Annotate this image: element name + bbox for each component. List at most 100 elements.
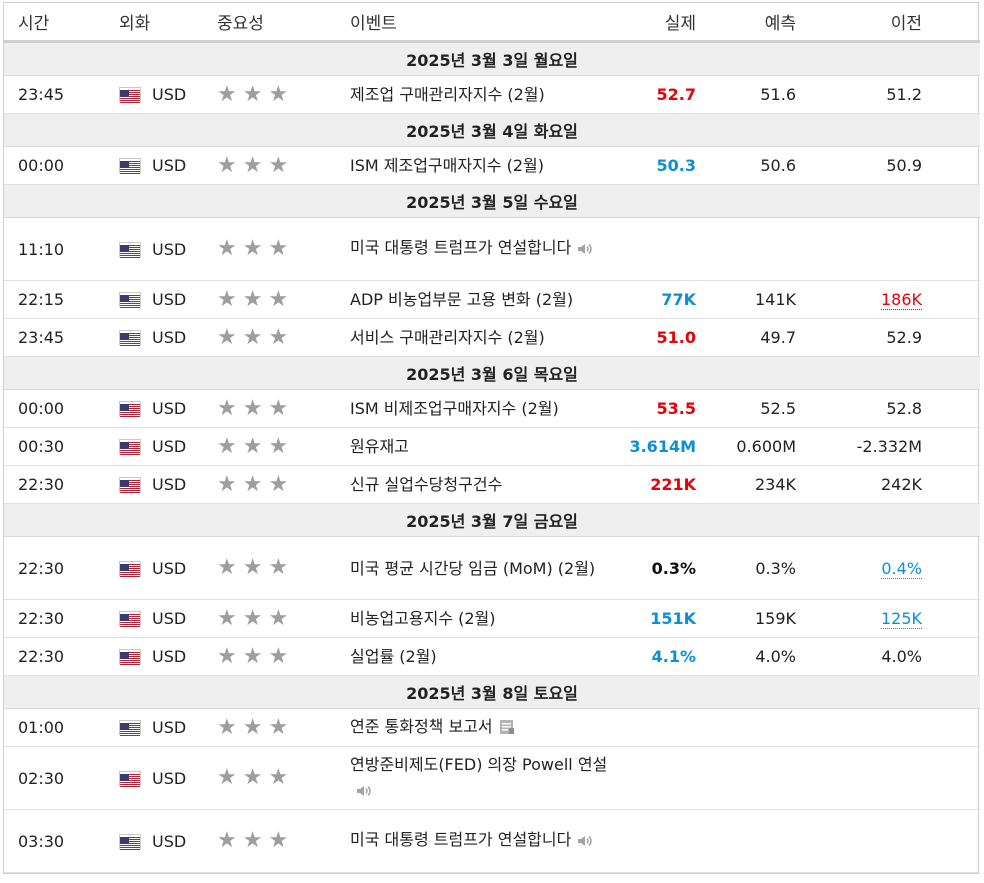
event-row[interactable]: 22:30 USD ★ ★ ★ 실업률 (2월) 4.1% 4.0% 4.0% (4, 637, 980, 676)
event-title[interactable]: 실업률 (2월) (350, 647, 437, 666)
event-time: 22:30 (4, 465, 119, 504)
event-title[interactable]: ISM 제조업구매자지수 (2월) (350, 156, 544, 175)
us-flag-icon (119, 611, 141, 627)
event-name[interactable]: 연방준비제도(FED) 의장 Powell 연설 (350, 746, 612, 810)
us-flag-icon (119, 649, 141, 665)
speaker-icon[interactable] (577, 238, 593, 263)
event-title[interactable]: 제조업 구매관리자지수 (2월) (350, 85, 545, 104)
previous-value: 51.2 (886, 85, 922, 104)
header-time[interactable]: 시간 (4, 3, 119, 43)
event-title[interactable]: 미국 평균 시간당 임금 (MoM) (2월) (350, 558, 596, 578)
event-row[interactable]: 00:30 USD ★ ★ ★ 원유재고 3.614M 0.600M -2.332M (4, 427, 980, 466)
event-title[interactable]: ADP 비농업부문 고용 변화 (2월) (350, 290, 574, 309)
event-title[interactable]: 미국 대통령 트럼프가 연설합니다 (350, 830, 572, 849)
event-actual: 50.3 (612, 146, 696, 185)
event-previous: 51.2 (796, 75, 922, 114)
us-flag-icon (119, 560, 141, 577)
date-label: 2025년 3월 8일 토요일 (4, 675, 980, 709)
event-name[interactable]: ISM 비제조업구매자지수 (2월) (350, 389, 612, 428)
row-spacer (922, 536, 980, 600)
event-previous (796, 746, 922, 810)
event-name[interactable]: 원유재고 (350, 427, 612, 466)
event-name[interactable]: 미국 평균 시간당 임금 (MoM) (2월) (350, 536, 612, 600)
header-previous[interactable]: 이전 (796, 3, 922, 43)
forecast-value: 0.600M (736, 437, 796, 456)
event-title[interactable]: 서비스 구매관리자지수 (2월) (350, 328, 545, 347)
event-title[interactable]: 원유재고 (350, 437, 409, 456)
event-row[interactable]: 02:30 USD ★ ★ ★ 연방준비제도(FED) 의장 Powell 연설 (4, 746, 980, 810)
event-previous: 186K (796, 280, 922, 319)
event-title[interactable]: 연방준비제도(FED) 의장 Powell 연설 (350, 754, 608, 774)
row-spacer (922, 146, 980, 185)
header-currency[interactable]: 외화 (119, 3, 217, 43)
star-icon: ★ (268, 471, 289, 497)
event-currency: USD (119, 746, 217, 810)
importance-stars: ★ ★ ★ (217, 146, 350, 185)
document-icon[interactable] (499, 717, 515, 742)
speaker-icon[interactable] (356, 780, 372, 805)
event-name[interactable]: 미국 대통령 트럼프가 연설합니다 (350, 217, 612, 281)
date-label: 2025년 3월 3일 월요일 (4, 41, 980, 76)
star-icon: ★ (242, 433, 263, 459)
event-name[interactable]: 제조업 구매관리자지수 (2월) (350, 75, 612, 114)
event-row[interactable]: 22:30 USD ★ ★ ★ 비농업고용지수 (2월) 151K 159K 125K (4, 599, 980, 638)
event-name[interactable]: 실업률 (2월) (350, 637, 612, 676)
event-name[interactable]: ADP 비농업부문 고용 변화 (2월) (350, 280, 612, 319)
star-icon: ★ (242, 81, 263, 107)
speaker-icon[interactable] (577, 830, 593, 855)
event-row[interactable]: 00:00 USD ★ ★ ★ ISM 제조업구매자지수 (2월) 50.3 50.6 50.9 (4, 146, 980, 185)
event-name[interactable]: 비농업고용지수 (2월) (350, 599, 612, 638)
event-row[interactable]: 01:00 USD ★ ★ ★ 연준 통화정책 보고서 (4, 708, 980, 747)
date-group-row: 2025년 3월 6일 목요일 (4, 356, 980, 390)
event-name[interactable]: 신규 실업수당청구건수 (350, 465, 612, 504)
actual-value: 0.3% (651, 558, 696, 578)
star-icon: ★ (268, 828, 289, 853)
header-event[interactable]: 이벤트 (350, 3, 612, 43)
event-row[interactable]: 11:10 USD ★ ★ ★ 미국 대통령 트럼프가 연설합니다 (4, 217, 980, 281)
event-actual: 3.614M (612, 427, 696, 466)
forecast-value: 49.7 (760, 328, 796, 347)
event-title[interactable]: ISM 비제조업구매자지수 (2월) (350, 399, 559, 418)
event-title[interactable]: 신규 실업수당청구건수 (350, 475, 503, 494)
event-name[interactable]: 미국 대통령 트럼프가 연설합니다 (350, 809, 612, 873)
star-icon: ★ (217, 395, 237, 421)
event-name[interactable]: ISM 제조업구매자지수 (2월) (350, 146, 612, 185)
event-row[interactable]: 23:45 USD ★ ★ ★ 제조업 구매관리자지수 (2월) 52.7 51.6 51.2 (4, 75, 980, 114)
event-forecast: 0.600M (696, 427, 796, 466)
star-icon: ★ (217, 433, 237, 459)
event-forecast: 0.3% (696, 536, 796, 600)
event-forecast: 50.6 (696, 146, 796, 185)
event-row[interactable]: 22:30 USD ★ ★ ★ 신규 실업수당청구건수 221K 234K 242K (4, 465, 980, 504)
forecast-value: 141K (754, 290, 796, 309)
previous-value[interactable]: 125K (880, 609, 922, 629)
previous-value: 242K (880, 475, 922, 494)
importance-stars: ★ ★ ★ (217, 809, 350, 873)
forecast-value: 50.6 (760, 156, 796, 175)
event-title[interactable]: 미국 대통령 트럼프가 연설합니다 (350, 238, 572, 257)
event-time: 00:00 (4, 389, 119, 428)
event-previous: 125K (796, 599, 922, 638)
importance-stars: ★ ★ ★ (217, 427, 350, 466)
event-row[interactable]: 23:45 USD ★ ★ ★ 서비스 구매관리자지수 (2월) 51.0 49.7 52.9 (4, 318, 980, 357)
previous-value[interactable]: 0.4% (881, 558, 922, 579)
header-spacer (922, 3, 980, 43)
event-row[interactable]: 22:30 USD ★ ★ ★ 미국 평균 시간당 임금 (MoM) (2월) 0.3% 0.… (4, 536, 980, 600)
event-actual: 0.3% (612, 536, 696, 600)
event-name[interactable]: 연준 통화정책 보고서 (350, 708, 612, 747)
event-currency: USD (119, 599, 217, 638)
event-currency: USD (119, 75, 217, 114)
event-name[interactable]: 서비스 구매관리자지수 (2월) (350, 318, 612, 357)
star-icon: ★ (268, 433, 289, 459)
date-label: 2025년 3월 6일 목요일 (4, 356, 980, 390)
event-row[interactable]: 00:00 USD ★ ★ ★ ISM 비제조업구매자지수 (2월) 53.5 52.5 52.… (4, 389, 980, 428)
star-icon: ★ (268, 643, 289, 669)
header-actual[interactable]: 실제 (612, 3, 696, 43)
event-currency: USD (119, 389, 217, 428)
event-row[interactable]: 03:30 USD ★ ★ ★ 미국 대통령 트럼프가 연설합니다 (4, 809, 980, 873)
header-importance[interactable]: 중요성 (217, 3, 350, 43)
previous-value[interactable]: 186K (880, 290, 922, 310)
event-row[interactable]: 22:15 USD ★ ★ ★ ADP 비농업부문 고용 변화 (2월) 77K 141K 18… (4, 280, 980, 319)
event-title[interactable]: 비농업고용지수 (2월) (350, 609, 496, 628)
header-forecast[interactable]: 예측 (696, 3, 796, 43)
event-title[interactable]: 연준 통화정책 보고서 (350, 716, 493, 736)
